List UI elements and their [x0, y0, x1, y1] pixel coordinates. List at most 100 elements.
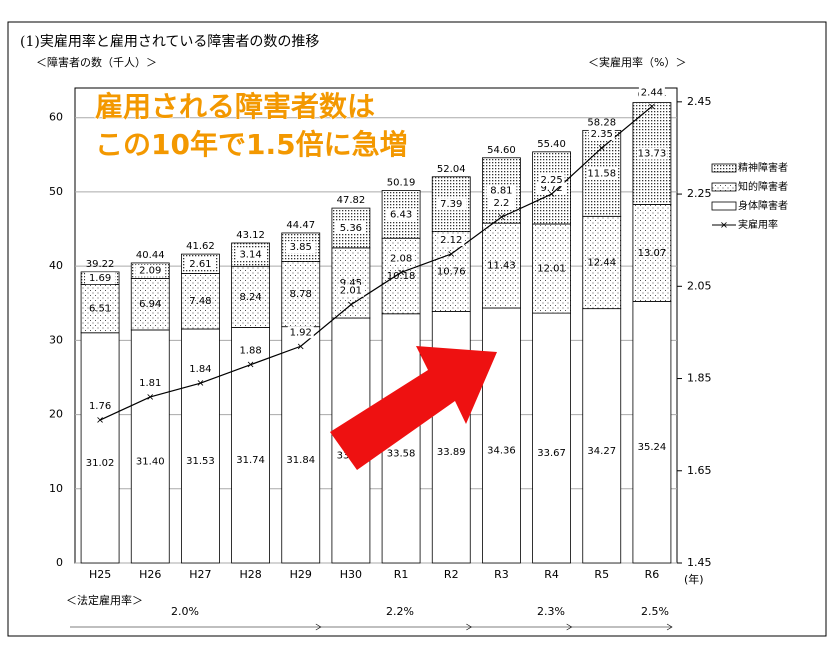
rate-marker: × [397, 267, 405, 278]
label-bg [137, 376, 164, 389]
label-bg [187, 363, 214, 376]
label-bg [287, 326, 314, 339]
total-label: 54.60 [487, 145, 516, 156]
rate-marker: × [196, 378, 204, 389]
total-label: 41.62 [186, 241, 215, 252]
rate-label: 2.08 [390, 253, 412, 264]
segment-label: 33.89 [437, 447, 466, 458]
segment-label: 10.18 [387, 271, 416, 282]
segment-label: 8.81 [490, 185, 512, 196]
segment-label: 31.84 [286, 455, 315, 466]
total-label: 40.44 [136, 250, 165, 261]
x-tick-label: R2 [444, 568, 459, 581]
label-bg [386, 208, 417, 221]
bar-segment [632, 204, 672, 302]
y-tick-label: 50 [49, 185, 63, 198]
rate-label: 2.25 [540, 175, 562, 186]
label-bg [337, 284, 364, 297]
segment-label: 12.01 [537, 264, 566, 275]
bar-segment [532, 312, 571, 564]
x-tick-label: R3 [494, 568, 509, 581]
label-bg [285, 241, 316, 254]
label-bg [638, 86, 665, 99]
statutory-rate: 2.3% [537, 605, 565, 618]
rate-line [99, 105, 653, 421]
segment-label: 33.58 [387, 448, 416, 459]
label-bg [185, 257, 216, 270]
segment-label: 34.36 [487, 445, 516, 456]
x-tick-label: H30 [340, 568, 362, 581]
segment-label: 3.85 [290, 242, 312, 253]
segment-label: 10.76 [437, 267, 466, 278]
y-tick-label: 10 [49, 482, 63, 495]
rate-marker: × [447, 249, 455, 260]
label-bg [488, 197, 515, 210]
x-axis-unit: (年) [684, 572, 704, 586]
label-bg [237, 344, 264, 357]
segment-label: 3.14 [239, 250, 261, 261]
annotation: 雇用される障害者数は [95, 90, 375, 123]
rate-label: 2.01 [340, 286, 362, 297]
rate-marker: × [598, 143, 606, 154]
segment-label: 5.36 [340, 223, 362, 234]
x-tick-label: H29 [290, 568, 312, 581]
segment-label: 12.44 [587, 257, 616, 268]
segment-label: 6.43 [390, 209, 412, 220]
y2-tick-label: 1.65 [687, 464, 712, 477]
legend-label: 身体障害者 [738, 199, 788, 212]
legend-label: 精神障害者 [738, 161, 788, 174]
label-bg [586, 167, 617, 180]
y2-tick-label: 2.05 [687, 279, 712, 292]
rate-label: 1.92 [290, 327, 312, 338]
legend-label: 実雇用率 [738, 218, 778, 231]
y-tick-label: 60 [49, 111, 63, 124]
label-bg [636, 147, 667, 160]
label-bg [135, 264, 166, 277]
x-tick-label: R5 [594, 568, 609, 581]
x-tick-label: R1 [394, 568, 409, 581]
bar-segment [331, 247, 371, 319]
arrow-head [315, 623, 322, 631]
segment-label: 13.07 [638, 248, 667, 259]
segment-label: 1.69 [89, 273, 111, 284]
bar-segment [281, 261, 321, 328]
label-bg [85, 272, 116, 285]
rate-marker: × [246, 360, 254, 371]
segment-label: 6.51 [89, 304, 111, 315]
rate-marker: × [547, 189, 555, 200]
segment-label: 31.53 [186, 456, 215, 467]
legend-swatch [711, 163, 737, 173]
annotation: この10年で1.5倍に急増 [95, 128, 408, 161]
total-label: 52.04 [437, 164, 466, 175]
bar-segment [130, 278, 170, 331]
segment-label: 7.48 [189, 296, 211, 307]
y-axis-label: ＜障害者の数（千人）＞ [36, 55, 157, 69]
segment-label: 6.94 [139, 299, 161, 310]
bar-segment [80, 332, 120, 564]
bar-segment [231, 327, 270, 564]
label-bg [486, 184, 517, 197]
legend-swatch [711, 201, 737, 211]
arrow-head [666, 623, 673, 631]
y2-tick-label: 1.45 [687, 556, 712, 569]
segment-label: 9.45 [340, 278, 362, 289]
rate-marker: × [146, 392, 154, 403]
segment-label: 31.40 [136, 456, 165, 467]
segment-label: 8.78 [290, 289, 312, 300]
y2-tick-label: 2.25 [687, 187, 712, 200]
segment-label: 2.09 [139, 266, 161, 277]
total-label: 58.28 [587, 117, 616, 128]
rate-label: 1.81 [139, 378, 161, 389]
rate-marker: × [96, 415, 104, 426]
rate-marker: × [347, 300, 355, 311]
legend-label: 知的障害者 [738, 180, 788, 193]
total-label: 47.82 [337, 195, 366, 206]
segment-label: 11.43 [487, 261, 516, 272]
label-bg [588, 127, 615, 140]
segment-label: 31.02 [86, 458, 115, 469]
rate-label: 1.76 [89, 401, 111, 412]
arrow-head [466, 623, 472, 631]
total-label: 50.19 [387, 177, 416, 188]
rate-label: 2.44 [641, 87, 663, 98]
x-tick-label: H28 [239, 568, 261, 581]
